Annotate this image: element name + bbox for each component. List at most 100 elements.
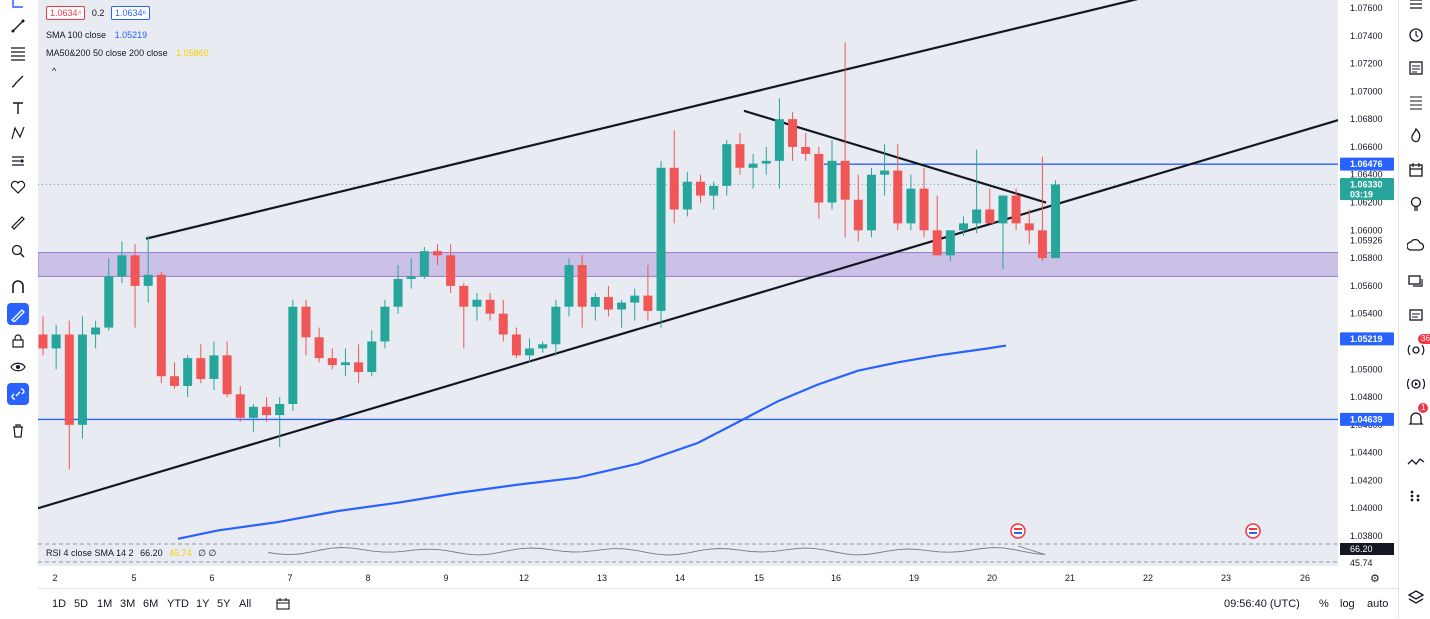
play-circle-icon[interactable] <box>1404 372 1428 396</box>
candle-body <box>774 119 784 161</box>
range-1d[interactable]: 1D <box>52 598 67 610</box>
left-drawing-toolbar <box>0 0 39 618</box>
more-dots-icon[interactable] <box>1404 484 1428 508</box>
candle <box>196 344 206 384</box>
watchlist-icon[interactable] <box>1404 0 1428 16</box>
support-zone <box>38 252 1347 277</box>
auto-toggle[interactable]: auto <box>1367 598 1389 610</box>
candle <box>564 258 574 317</box>
candle-body <box>262 406 272 416</box>
candle <box>91 320 101 349</box>
candle-body <box>906 188 916 224</box>
chats-icon[interactable] <box>1404 270 1428 294</box>
price-chart[interactable]: 1.07600 1.07400 1.07200 1.07000 1.06800 1.066… <box>38 0 1398 588</box>
chat-cloud-icon[interactable] <box>1404 234 1428 258</box>
y-tick-label: 1.06400 <box>1350 170 1383 180</box>
heart-icon[interactable] <box>7 176 29 198</box>
ruler-icon[interactable] <box>7 212 29 234</box>
candle <box>419 246 429 279</box>
candle <box>51 324 61 370</box>
right-widget-toolbar: 368 1 <box>1398 0 1430 618</box>
eye-icon[interactable] <box>7 356 29 378</box>
time-axis <box>38 566 1338 588</box>
alarm-clock-icon[interactable] <box>1404 22 1428 46</box>
trend-line-icon[interactable] <box>7 15 29 37</box>
candle <box>603 285 613 317</box>
bell-icon[interactable]: 1 <box>1404 403 1429 431</box>
y-tick-label: 1.07400 <box>1350 31 1383 41</box>
crosshair-icon[interactable] <box>7 0 29 14</box>
candle-body <box>183 358 193 386</box>
news-icon[interactable] <box>1404 56 1428 80</box>
ma-legend-label[interactable]: MA50&200 50 close 200 close <box>46 48 168 58</box>
range-ytd[interactable]: YTD <box>167 598 189 610</box>
rsi-value-bg <box>1340 543 1394 555</box>
range-all[interactable]: All <box>239 598 252 610</box>
candle-body <box>682 181 692 210</box>
candle-body <box>998 195 1008 224</box>
y-tick-label: 1.05400 <box>1350 309 1383 319</box>
range-1y[interactable]: 1Y <box>196 598 210 610</box>
text-icon[interactable] <box>7 97 29 119</box>
fib-icon[interactable] <box>7 42 29 64</box>
x-tick-label: 12 <box>519 573 529 583</box>
collapse-legend-icon[interactable]: ^ <box>52 66 57 76</box>
range-1m[interactable]: 1M <box>97 598 113 610</box>
candle <box>156 272 166 384</box>
x-tick-label: 15 <box>754 573 764 583</box>
link-icon[interactable] <box>7 383 29 405</box>
y-tick-label: 1.05000 <box>1350 364 1383 374</box>
percent-toggle[interactable]: % <box>1319 598 1329 610</box>
pulse-icon[interactable] <box>1404 450 1428 474</box>
streams-icon[interactable]: 368 <box>1404 334 1430 362</box>
range-6m[interactable]: 6M <box>143 598 159 610</box>
range-5y[interactable]: 5Y <box>217 598 231 610</box>
x-tick-label: 20 <box>987 573 997 583</box>
candle-body <box>985 209 995 224</box>
ask-price-box[interactable]: 1.0634⁶ <box>110 6 151 20</box>
upper-channel-line <box>145 0 1139 240</box>
candle-body <box>354 362 364 373</box>
candle-body <box>972 209 982 224</box>
prediction-icon[interactable] <box>7 150 29 172</box>
layers-icon[interactable] <box>1404 585 1428 609</box>
stay-drawing-icon[interactable] <box>7 303 29 325</box>
candle <box>340 348 350 377</box>
utc-clock[interactable]: 09:56:40 (UTC) <box>1224 598 1300 610</box>
resistance-price-label-bg <box>1340 157 1394 171</box>
pattern-icon[interactable] <box>7 122 29 144</box>
hotlist-icon[interactable] <box>1404 124 1428 148</box>
sma-legend-label[interactable]: SMA 100 close <box>46 30 107 40</box>
lock-icon[interactable] <box>7 330 29 352</box>
candle <box>459 283 469 349</box>
candle <box>709 181 719 210</box>
magnet-icon[interactable] <box>7 276 29 298</box>
zoom-icon[interactable] <box>7 240 29 262</box>
candle <box>959 216 968 236</box>
ideas-list-icon[interactable] <box>1404 90 1428 114</box>
candle <box>1011 188 1021 231</box>
candle-body <box>577 265 587 307</box>
y-tick-label: 1.05926 <box>1350 236 1383 246</box>
candle-body <box>643 295 653 311</box>
message-icon[interactable] <box>1404 304 1428 328</box>
brush-icon[interactable] <box>7 70 29 92</box>
chart-pane[interactable] <box>38 0 1338 566</box>
candle <box>1037 156 1047 261</box>
rsi-legend-label[interactable]: RSI 4 close SMA 14 2 <box>46 548 134 558</box>
log-toggle[interactable]: log <box>1340 598 1355 610</box>
bid-price-box[interactable]: 1.0634⁴ <box>46 6 86 20</box>
trash-icon[interactable] <box>7 420 29 442</box>
range-5d[interactable]: 5D <box>74 598 89 610</box>
x-tick-label: 6 <box>209 573 214 583</box>
candle <box>367 330 377 377</box>
calendar-icon[interactable] <box>1404 158 1428 182</box>
range-3m[interactable]: 3M <box>120 598 136 610</box>
spread-value: 0.2 <box>91 8 105 18</box>
lightbulb-icon[interactable] <box>1404 192 1428 216</box>
candle-body <box>959 223 968 231</box>
candle-body <box>788 119 798 147</box>
date-range-icon[interactable] <box>276 598 290 613</box>
candle-body <box>919 188 929 231</box>
candle-body <box>1024 223 1034 231</box>
